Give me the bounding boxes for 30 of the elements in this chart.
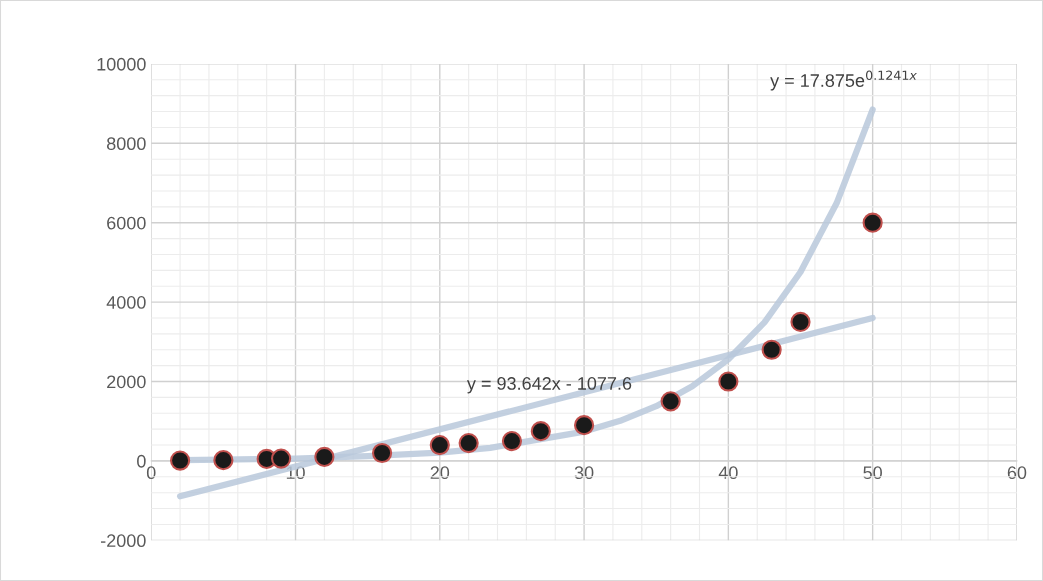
x-tick-label: 60 (1007, 466, 1027, 480)
point (429, 434, 450, 456)
annotation: y = 17.875e$^{0.1241x}$ (770, 70, 917, 91)
point (790, 311, 811, 333)
point (170, 450, 191, 471)
point (501, 430, 523, 452)
y-tick-label: 0 (137, 454, 146, 468)
y-tick-label: 10000 (97, 57, 146, 71)
x-tick-label: 0 (146, 466, 156, 480)
point (660, 391, 681, 412)
y-tick-label: 8000 (107, 137, 146, 151)
point (862, 212, 883, 233)
point (371, 442, 393, 464)
x-tick-label: 20 (430, 466, 450, 480)
y-tick-label: 2000 (107, 375, 146, 389)
y-tick-label: -2000 (101, 534, 146, 548)
point (718, 371, 739, 392)
point (213, 450, 234, 471)
x-tick-label: 10 (286, 466, 305, 480)
x-tick-label: 50 (863, 466, 882, 480)
point (458, 432, 479, 454)
y-tick-label: 4000 (106, 296, 146, 309)
point (530, 421, 551, 442)
x-tick-label: 40 (718, 466, 738, 480)
x-tick-label: 30 (574, 466, 594, 480)
y-tick-label: 6000 (107, 216, 146, 230)
point (573, 415, 595, 436)
annotation: y = 93.642x - 1077.6 (466, 377, 632, 394)
point (761, 339, 782, 360)
point (314, 446, 335, 468)
